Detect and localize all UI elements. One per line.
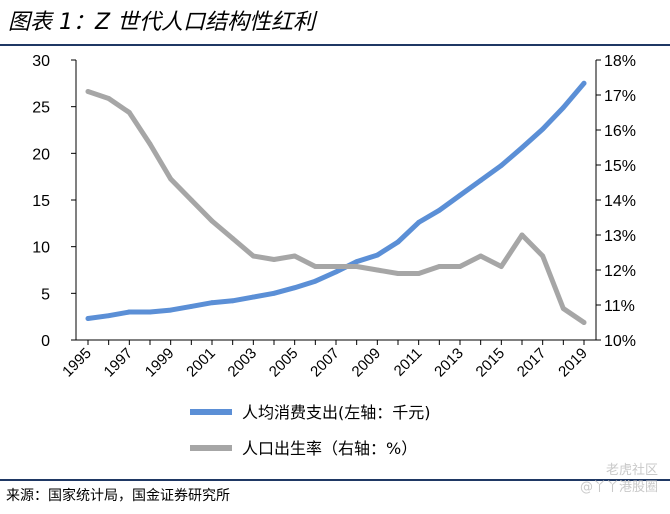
- consumption-point: [519, 145, 525, 151]
- consumption-point: [395, 239, 401, 245]
- birth-rate-point: [209, 218, 215, 224]
- birth-rate-point: [416, 271, 422, 276]
- right-tick-label: 10%: [604, 333, 636, 350]
- x-tick-label: 2005: [266, 345, 302, 381]
- watermark-brand: 老虎社区: [605, 463, 658, 478]
- source-divider: [0, 479, 670, 481]
- birth-rate-point: [188, 197, 194, 203]
- left-tick-label: 20: [32, 146, 50, 163]
- x-tick-label: 2019: [555, 345, 591, 381]
- consumption-line: [85, 80, 587, 321]
- birth-rate-point: [581, 320, 587, 325]
- birth-rate-point: [271, 257, 277, 262]
- x-tick-label: 1999: [142, 345, 178, 381]
- birth-rate-point: [560, 306, 566, 311]
- legend-item-consumption: 人均消费支出(左轴：千元): [190, 403, 431, 422]
- x-tick-label: 2007: [307, 345, 343, 381]
- consumption-point: [416, 220, 422, 225]
- watermark-handle: @丫丫港股圈: [579, 480, 658, 495]
- birth-rate-line: [85, 89, 587, 325]
- birth-rate-point: [85, 89, 91, 94]
- consumption-point: [374, 252, 380, 258]
- x-tick-label: 2013: [431, 345, 467, 381]
- x-tick-label: 2001: [183, 345, 219, 381]
- birth-rate-point: [354, 264, 360, 269]
- birth-rate-point: [457, 264, 463, 269]
- x-tick-label: 1997: [101, 345, 137, 381]
- consumption-point: [540, 126, 546, 132]
- consumption-point: [354, 259, 360, 264]
- birth-rate-point: [436, 264, 442, 269]
- consumption-point: [560, 105, 566, 110]
- consumption-point: [436, 207, 442, 213]
- legend-label: 人口出生率（右轴：%）: [242, 439, 417, 458]
- consumption-point: [209, 300, 215, 306]
- birth-rate-point: [498, 264, 504, 269]
- consumption-point: [106, 313, 112, 319]
- watermark: 老虎社区 @丫丫港股圈: [580, 462, 658, 496]
- consumption-point: [271, 290, 277, 296]
- left-tick-label: 0: [41, 333, 50, 350]
- consumption-point: [457, 192, 463, 198]
- right-tick-label: 14%: [604, 193, 636, 210]
- consumption-point: [85, 316, 91, 321]
- consumption-point: [478, 178, 484, 183]
- consumption-point: [292, 285, 298, 291]
- consumption-point: [126, 309, 132, 315]
- left-tick-label: 10: [32, 240, 50, 257]
- consumption-point: [250, 294, 256, 300]
- left-tick-label: 5: [41, 286, 50, 303]
- x-tick-label: 1995: [59, 345, 95, 381]
- birth-rate-point: [374, 267, 380, 273]
- birth-rate-point: [292, 253, 298, 259]
- right-tick-label: 11%: [604, 298, 635, 315]
- left-tick-label: 15: [32, 193, 50, 210]
- legend-item-birth-rate: 人口出生率（右轴：%）: [190, 439, 417, 458]
- left-tick-label: 25: [32, 100, 50, 117]
- right-tick-label: 13%: [604, 228, 636, 245]
- birth-rate-point: [540, 253, 546, 259]
- right-tick-label: 16%: [604, 123, 636, 140]
- chart-title: 图表 1：Z 世代人口结构性红利: [8, 10, 316, 35]
- consumption-point: [498, 163, 504, 168]
- right-tick-label: 18%: [604, 53, 636, 70]
- birth-rate-point: [478, 253, 484, 259]
- x-tick-label: 2017: [514, 345, 550, 381]
- consumption-point: [333, 269, 339, 275]
- birth-rate-point: [168, 176, 174, 182]
- birth-rate-point: [147, 141, 153, 147]
- consumption-point: [147, 309, 153, 315]
- birth-rate-point: [106, 96, 112, 101]
- consumption-point: [168, 307, 174, 313]
- right-tick-label: 15%: [604, 158, 636, 175]
- axes: 0 5 10 15 20 25 30 10% 11% 12% 13% 14% 15% 16% 17% 18% 1…: [32, 53, 636, 380]
- legend: 人均消费支出(左轴：千元) 人口出生率（右轴：%）: [190, 403, 431, 458]
- consumption-series: [85, 80, 587, 321]
- right-tick-label: 17%: [604, 88, 636, 105]
- consumption-point: [581, 80, 587, 86]
- x-tick-label: 2015: [473, 345, 509, 381]
- birth-rate-series: [85, 89, 587, 325]
- consumption-point: [230, 298, 236, 304]
- series-layer: [85, 80, 587, 325]
- x-tick-label: 2003: [225, 345, 261, 381]
- birth-rate-point: [312, 264, 318, 269]
- consumption-point: [188, 304, 194, 309]
- right-tick-label: 12%: [604, 263, 636, 280]
- birth-rate-point: [250, 253, 256, 259]
- x-tick-label: 2009: [349, 345, 385, 381]
- title-divider: [0, 44, 670, 46]
- line-chart: 0 5 10 15 20 25 30 10% 11% 12% 13% 14% 15% 16% 17% 18% 1…: [32, 53, 636, 458]
- birth-rate-point: [230, 236, 236, 241]
- birth-rate-point: [519, 232, 525, 238]
- consumption-point: [312, 278, 318, 284]
- birth-rate-point: [126, 110, 132, 115]
- legend-label: 人均消费支出(左轴：千元): [242, 403, 431, 422]
- birth-rate-point: [333, 264, 339, 269]
- x-tick-label: 2011: [391, 345, 426, 380]
- left-tick-label: 30: [32, 53, 50, 70]
- source-note: 来源：国家统计局，国金证券研究所: [6, 488, 230, 504]
- birth-rate-point: [395, 271, 401, 276]
